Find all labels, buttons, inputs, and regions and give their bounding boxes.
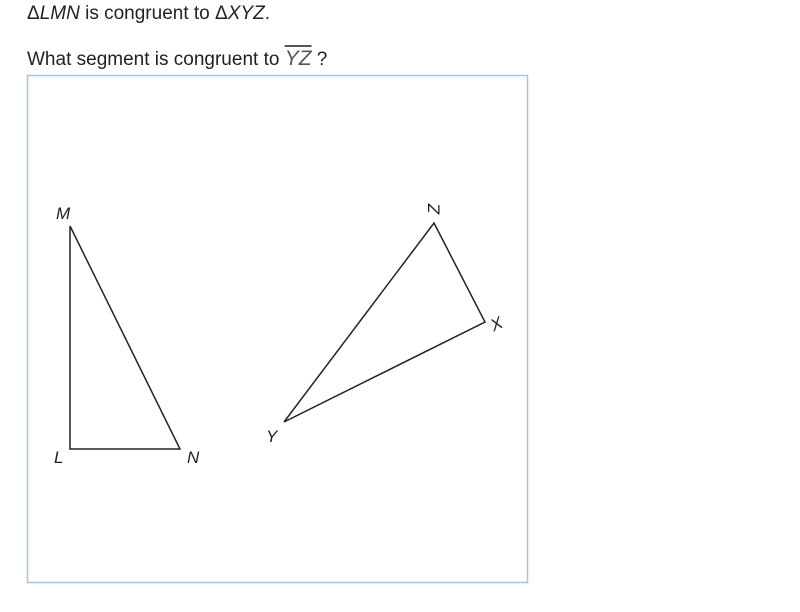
triangle-name: LMN xyxy=(39,3,80,24)
question: What segment is congruent to YZ ? xyxy=(27,47,327,71)
statement-text: is congruent to xyxy=(79,3,216,24)
question-end: ? xyxy=(311,49,328,70)
segment: YZ xyxy=(284,47,312,70)
triangle-name: XYZ xyxy=(227,3,265,24)
delta: Δ xyxy=(27,3,40,24)
vertex-label: Y xyxy=(266,427,279,446)
delta: Δ xyxy=(215,3,228,24)
vertex-label: X xyxy=(487,313,507,336)
figure-box xyxy=(26,74,529,584)
vertex-label: N xyxy=(187,448,200,467)
question-text: What segment is congruent to xyxy=(27,49,285,70)
triangle-lmn xyxy=(69,225,182,450)
vertex-label: Z xyxy=(424,203,443,215)
vertex-label: L xyxy=(54,448,63,467)
vertex-label: M xyxy=(56,204,71,223)
triangle-xyz xyxy=(283,221,487,423)
statement: ΔLMN is congruent to ΔXYZ. xyxy=(27,3,270,25)
period: . xyxy=(264,3,270,24)
